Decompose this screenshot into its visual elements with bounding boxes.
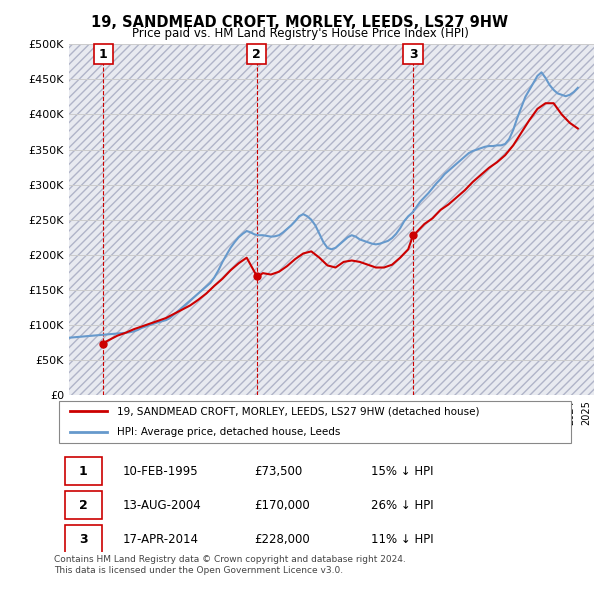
Text: Contains HM Land Registry data © Crown copyright and database right 2024.
This d: Contains HM Land Registry data © Crown c…	[54, 555, 406, 575]
Text: 3: 3	[409, 48, 418, 61]
FancyBboxPatch shape	[59, 401, 571, 443]
Text: 15% ↓ HPI: 15% ↓ HPI	[371, 464, 433, 478]
Text: 19, SANDMEAD CROFT, MORLEY, LEEDS, LS27 9HW (detached house): 19, SANDMEAD CROFT, MORLEY, LEEDS, LS27 …	[118, 407, 480, 417]
Text: £228,000: £228,000	[254, 533, 310, 546]
Text: 11% ↓ HPI: 11% ↓ HPI	[371, 533, 433, 546]
Text: 10-FEB-1995: 10-FEB-1995	[122, 464, 198, 478]
FancyBboxPatch shape	[65, 457, 101, 484]
Text: 26% ↓ HPI: 26% ↓ HPI	[371, 499, 433, 512]
FancyBboxPatch shape	[403, 44, 423, 64]
Text: HPI: Average price, detached house, Leeds: HPI: Average price, detached house, Leed…	[118, 427, 341, 437]
FancyBboxPatch shape	[94, 44, 113, 64]
Text: Price paid vs. HM Land Registry's House Price Index (HPI): Price paid vs. HM Land Registry's House …	[131, 27, 469, 40]
Text: £73,500: £73,500	[254, 464, 303, 478]
Text: 1: 1	[79, 464, 88, 478]
Text: 19, SANDMEAD CROFT, MORLEY, LEEDS, LS27 9HW: 19, SANDMEAD CROFT, MORLEY, LEEDS, LS27 …	[91, 15, 509, 30]
Text: £170,000: £170,000	[254, 499, 310, 512]
FancyBboxPatch shape	[65, 491, 101, 519]
FancyBboxPatch shape	[65, 525, 101, 553]
Text: 1: 1	[99, 48, 107, 61]
Text: 17-APR-2014: 17-APR-2014	[122, 533, 199, 546]
Text: 2: 2	[79, 499, 88, 512]
Text: 3: 3	[79, 533, 88, 546]
FancyBboxPatch shape	[247, 44, 266, 64]
Text: 13-AUG-2004: 13-AUG-2004	[122, 499, 202, 512]
Text: 2: 2	[253, 48, 261, 61]
